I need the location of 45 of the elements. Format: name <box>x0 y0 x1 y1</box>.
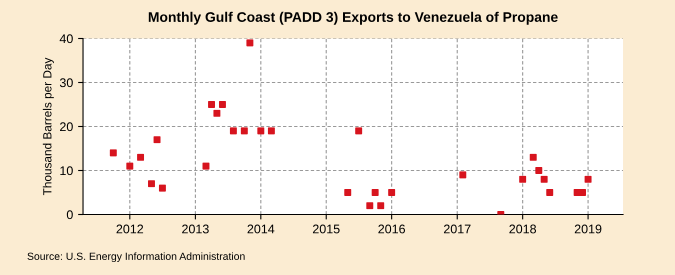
point <box>257 127 264 134</box>
point <box>268 127 275 134</box>
x-tick-label: 2013 <box>182 224 209 234</box>
x-tick-label: 2016 <box>378 224 406 234</box>
chart-title: Monthly Gulf Coast (PADD 3) Exports to Venezuela of Propane <box>148 12 558 25</box>
point <box>579 189 586 196</box>
point <box>202 162 210 170</box>
point <box>530 154 537 161</box>
point <box>377 202 384 210</box>
point <box>137 154 144 161</box>
x-tick-label: 2012 <box>116 224 144 234</box>
point <box>154 136 161 144</box>
point <box>246 39 254 46</box>
point <box>459 171 466 178</box>
point <box>158 184 166 192</box>
point <box>546 189 554 196</box>
point <box>372 189 379 196</box>
point <box>540 176 548 183</box>
x-tick-label: 2019 <box>574 224 602 234</box>
x-tick-label: 2014 <box>248 224 274 234</box>
y-tick-label: 20 <box>60 122 73 132</box>
point <box>148 180 155 188</box>
point <box>344 189 352 196</box>
point <box>388 189 396 196</box>
point <box>584 176 592 183</box>
x-tick-label: 2017 <box>444 224 471 234</box>
x-tick-label: 2018 <box>509 224 536 234</box>
y-tick-label: 40 <box>60 34 73 44</box>
y-tick-label: 30 <box>60 78 73 88</box>
x-tick-label: 2015 <box>312 224 340 234</box>
point <box>208 101 215 108</box>
point <box>519 176 526 183</box>
point <box>535 167 542 174</box>
y-tick-label: 0 <box>66 210 73 220</box>
point <box>366 202 374 210</box>
y-axis-title: Thousand Barrels per Day <box>42 58 54 196</box>
point <box>355 127 362 134</box>
point <box>230 127 237 134</box>
point <box>126 162 134 170</box>
point <box>110 149 117 156</box>
point <box>213 110 220 117</box>
source-note: Source: U.S. Energy Information Administration <box>27 252 245 262</box>
point <box>218 101 226 108</box>
y-tick-label: 10 <box>60 166 73 176</box>
point <box>240 127 248 134</box>
